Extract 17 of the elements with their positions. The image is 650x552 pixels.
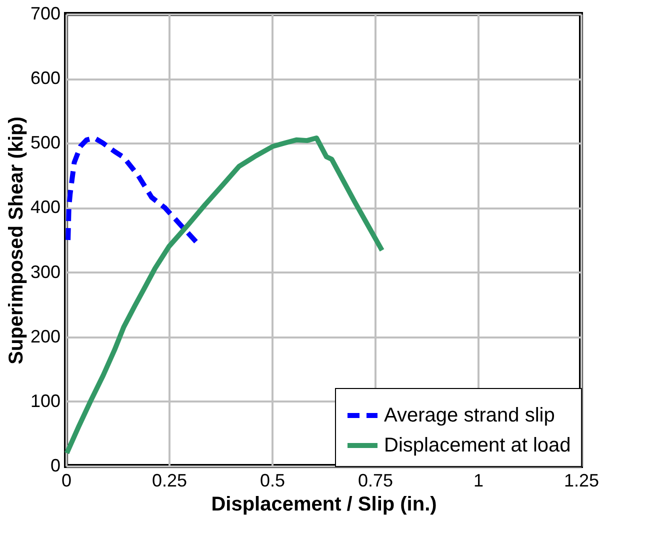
legend-label: Average strand slip: [384, 404, 555, 426]
x-axis-title: Displacement / Slip (in.): [211, 494, 437, 516]
y-tick-label: 200: [30, 326, 60, 346]
y-tick-label: 600: [30, 68, 60, 88]
y-tick-label: 100: [30, 390, 60, 411]
y-tick-label: 0: [50, 456, 60, 476]
y-tick-label: 500: [30, 132, 60, 153]
y-tick-label: 300: [30, 262, 60, 282]
x-tick-label: 1: [473, 470, 484, 490]
y-axis-title: Superimposed Shear (kip): [5, 116, 28, 364]
legend-label: Displacement at load: [384, 434, 571, 456]
x-tick-label: 0.5: [260, 470, 286, 490]
x-tick-label: 1.25: [564, 470, 600, 490]
x-tick-label: 0.25: [152, 470, 188, 490]
x-tick-label: 0.75: [358, 470, 394, 490]
y-tick-label: 400: [30, 197, 60, 218]
y-tick-label: 700: [30, 4, 60, 24]
